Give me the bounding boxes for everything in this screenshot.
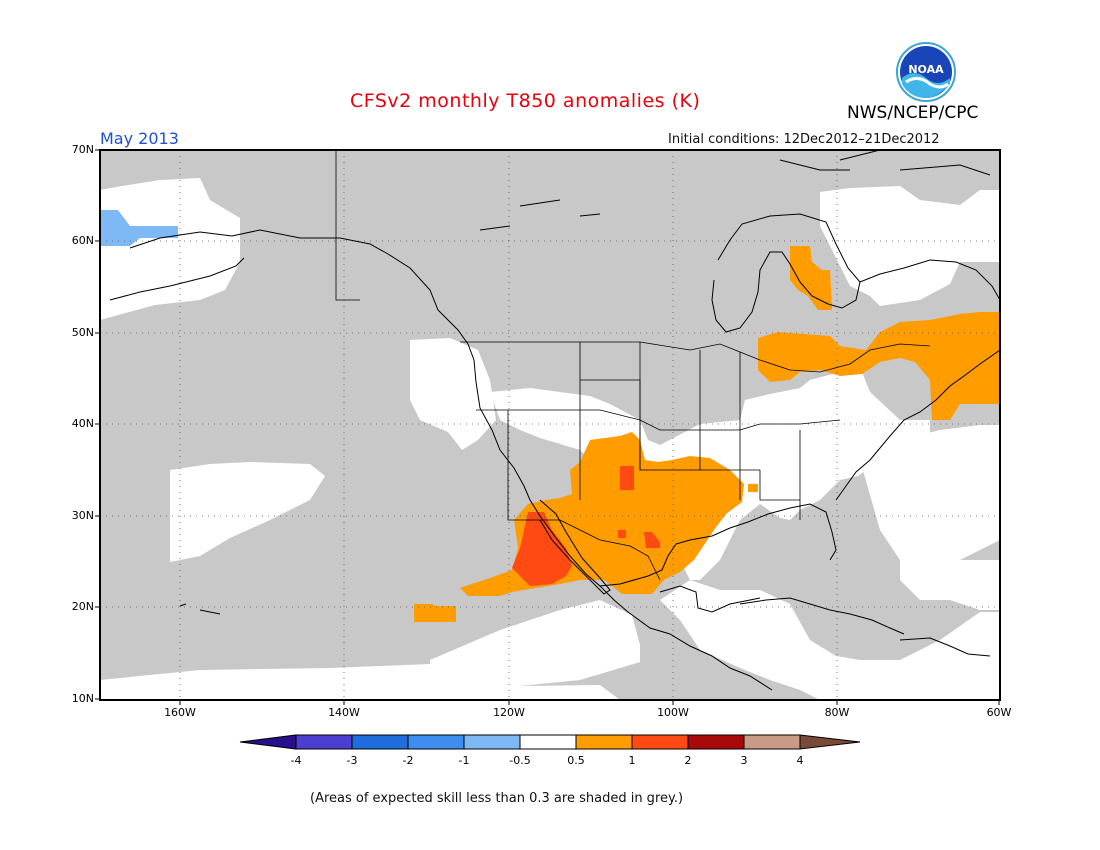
colorbar-segment bbox=[407, 734, 465, 750]
logo-text: NOAA bbox=[908, 63, 944, 76]
colorbar-label: 3 bbox=[740, 754, 748, 767]
colorbar-segment bbox=[575, 734, 633, 750]
lat-label: 50N bbox=[71, 326, 94, 339]
colorbar-segment bbox=[239, 734, 297, 750]
colorbar-segment bbox=[351, 734, 409, 750]
initial-conditions: Initial conditions: 12Dec2012–21Dec2012 bbox=[668, 132, 940, 147]
coastlines bbox=[109, 149, 1001, 691]
color-bar bbox=[239, 734, 861, 750]
forecast-month: May 2013 bbox=[100, 129, 179, 148]
low-skill-region bbox=[100, 150, 1000, 700]
strong-positive-regions bbox=[512, 466, 660, 586]
noaa-logo-icon: NOAA bbox=[896, 42, 956, 102]
colorbar-label: 2 bbox=[684, 754, 692, 767]
graticule bbox=[100, 150, 1000, 700]
lon-label: 140W bbox=[328, 706, 360, 719]
colorbar-segment bbox=[295, 734, 353, 750]
lon-label: 60W bbox=[986, 706, 1012, 719]
colorbar-label: 1 bbox=[628, 754, 636, 767]
lat-label: 10N bbox=[71, 692, 94, 705]
lat-label: 60N bbox=[71, 234, 94, 247]
colorbar-label: -3 bbox=[346, 754, 358, 767]
neutral-regions bbox=[100, 178, 1000, 700]
lon-label: 160W bbox=[164, 706, 196, 719]
colorbar-segment bbox=[463, 734, 521, 750]
lon-label: 120W bbox=[493, 706, 525, 719]
positive-anomaly-regions bbox=[414, 246, 1000, 622]
colorbar-label: -0.5 bbox=[509, 754, 531, 767]
colorbar-label: 0.5 bbox=[567, 754, 585, 767]
agency-label: NWS/NCEP/CPC bbox=[847, 103, 979, 123]
colorbar-segment bbox=[687, 734, 745, 750]
colorbar-label: -4 bbox=[290, 754, 302, 767]
map-frame bbox=[99, 149, 1001, 701]
negative-anomaly-region bbox=[100, 210, 178, 246]
colorbar-label: -1 bbox=[458, 754, 470, 767]
colorbar-segment bbox=[799, 734, 861, 750]
political-borders bbox=[335, 150, 931, 581]
ticks bbox=[95, 149, 1000, 705]
lat-label: 20N bbox=[71, 600, 94, 613]
colorbar-segment bbox=[743, 734, 801, 750]
lat-label: 70N bbox=[71, 143, 94, 156]
colorbar-segment bbox=[631, 734, 689, 750]
lat-label: 40N bbox=[71, 417, 94, 430]
lon-label: 80W bbox=[824, 706, 850, 719]
colorbar-segment bbox=[519, 734, 577, 750]
footnote: (Areas of expected skill less than 0.3 a… bbox=[310, 791, 684, 806]
map-title: CFSv2 monthly T850 anomalies (K) bbox=[350, 90, 701, 112]
lat-label: 30N bbox=[71, 509, 94, 522]
lon-label: 100W bbox=[657, 706, 689, 719]
colorbar-label: -2 bbox=[402, 754, 414, 767]
colorbar-label: 4 bbox=[796, 754, 804, 767]
